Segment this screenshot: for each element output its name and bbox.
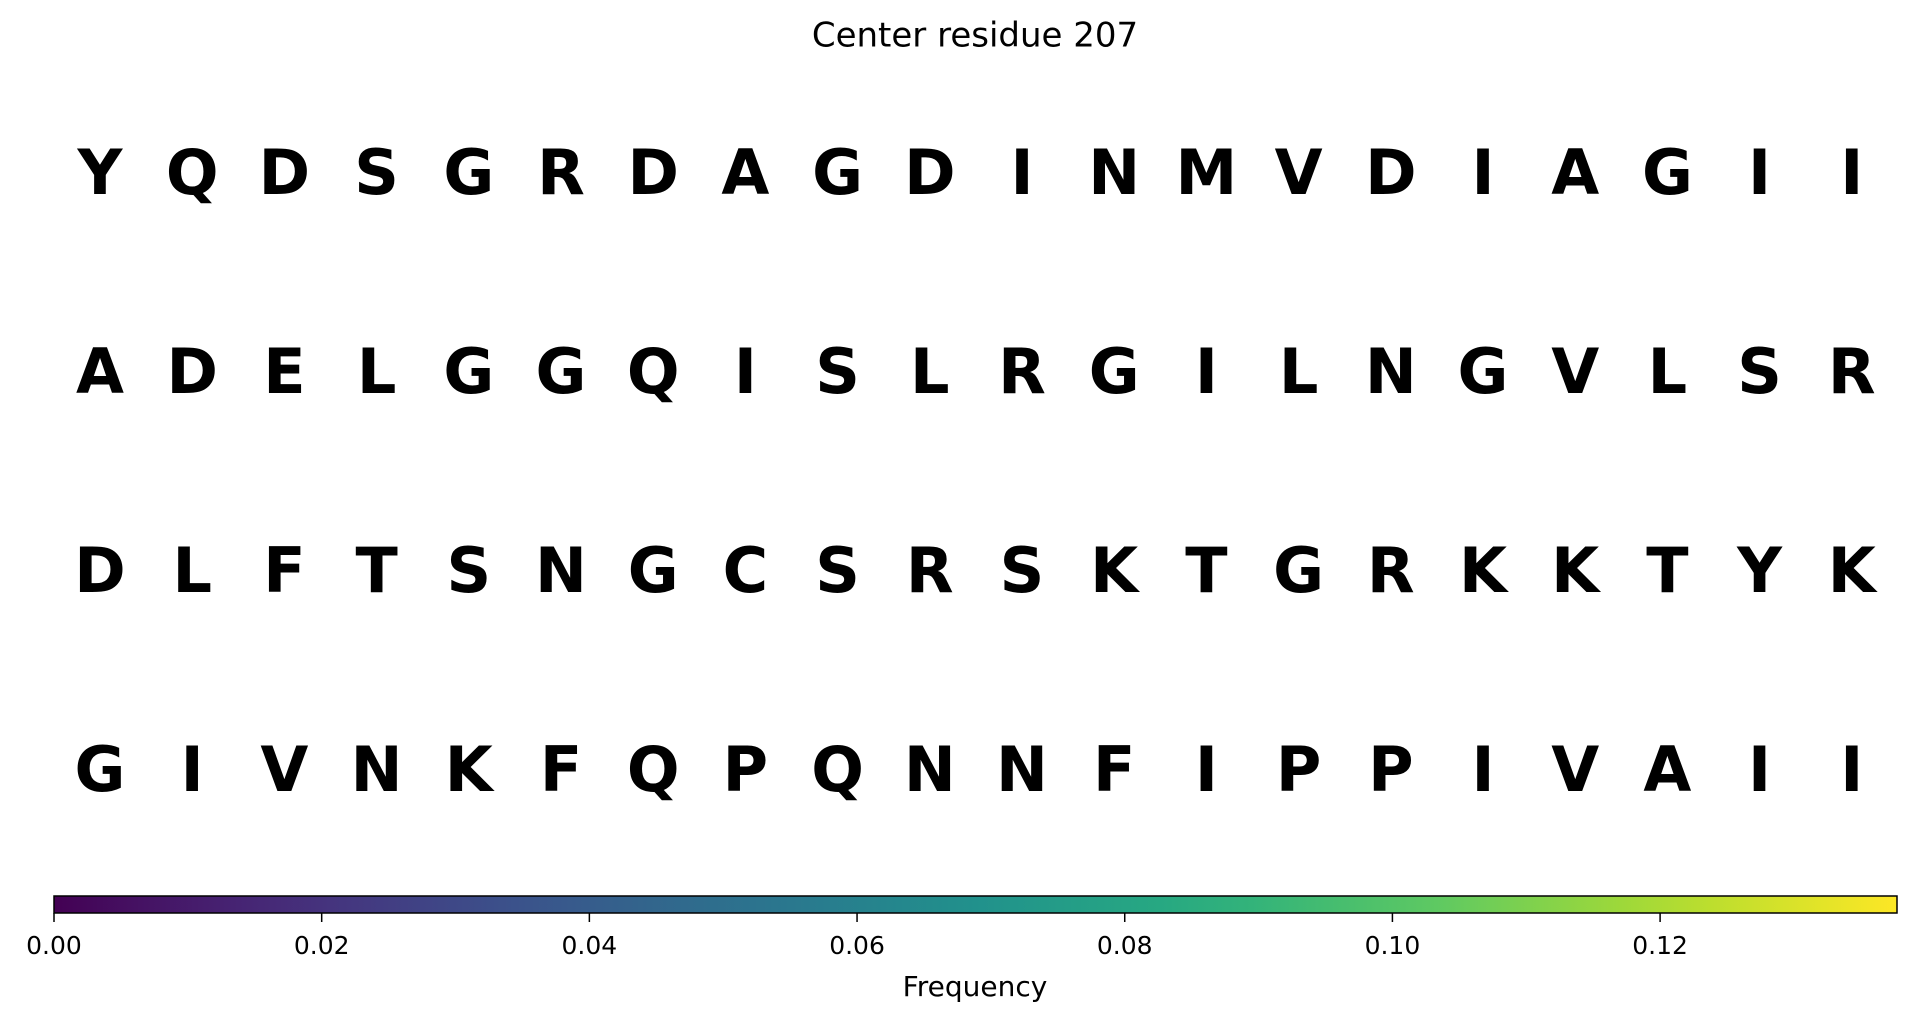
- residue-letter: G: [443, 136, 494, 209]
- residue-letter: R: [906, 534, 954, 607]
- residue-letter: P: [723, 733, 768, 806]
- colorbar-tick-label: 0.02: [294, 931, 350, 960]
- residue-letter: M: [1176, 136, 1238, 209]
- chart-title: Center residue 207: [812, 16, 1138, 56]
- residue-letter: D: [166, 335, 217, 408]
- residue-letter: Q: [811, 733, 864, 806]
- residue-letter: I: [1840, 733, 1863, 806]
- residue-letter: T: [1646, 534, 1688, 607]
- residue-letter: I: [1195, 335, 1218, 408]
- residue-letter: K: [1090, 534, 1140, 607]
- residue-letter: D: [1365, 136, 1416, 209]
- colorbar-tick-label: 0.06: [829, 931, 885, 960]
- residue-letter: S: [1737, 335, 1782, 408]
- residue-letter: V: [1551, 733, 1599, 806]
- residue-letter: L: [910, 335, 950, 408]
- residue-letter: T: [355, 534, 397, 607]
- residue-letter: V: [260, 733, 308, 806]
- residue-letter: N: [351, 733, 403, 806]
- colorbar-tick-label: 0.12: [1632, 931, 1688, 960]
- residue-letter: D: [627, 136, 678, 209]
- residue-letter: G: [75, 733, 126, 806]
- residue-letter: G: [1642, 136, 1693, 209]
- residue-letter: N: [1088, 136, 1140, 209]
- residue-letter: I: [1471, 733, 1494, 806]
- residue-letter: A: [1551, 136, 1599, 209]
- residue-letter: I: [181, 733, 204, 806]
- colorbar: [53, 895, 1898, 914]
- residue-letter: C: [723, 534, 769, 607]
- residue-letter: Q: [627, 335, 680, 408]
- residue-letter: D: [74, 534, 125, 607]
- residue-letter: I: [1748, 733, 1771, 806]
- residue-letter: I: [1010, 136, 1033, 209]
- residue-letter: F: [540, 733, 582, 806]
- residue-letter: D: [259, 136, 310, 209]
- residue-letter: G: [628, 534, 679, 607]
- residue-letter: I: [734, 335, 757, 408]
- residue-letter: L: [357, 335, 397, 408]
- residue-letter: G: [536, 335, 587, 408]
- residue-letter: F: [1093, 733, 1135, 806]
- residue-letter: G: [1458, 335, 1509, 408]
- residue-letter: A: [76, 335, 124, 408]
- residue-letter: T: [1185, 534, 1227, 607]
- residue-letter: N: [904, 733, 956, 806]
- residue-letter: K: [445, 733, 495, 806]
- residue-letter: K: [1551, 534, 1601, 607]
- residue-letter: S: [1000, 534, 1045, 607]
- residue-letter: A: [1643, 733, 1691, 806]
- residue-letter: G: [1273, 534, 1324, 607]
- residue-letter: N: [996, 733, 1048, 806]
- colorbar-tick-label: 0.04: [562, 931, 618, 960]
- colorbar-tick-label: 0.00: [26, 931, 82, 960]
- residue-letter: P: [1368, 733, 1413, 806]
- residue-letter: K: [1828, 534, 1878, 607]
- residue-letter: S: [354, 136, 399, 209]
- residue-letter: R: [1367, 534, 1415, 607]
- residue-letter: P: [1276, 733, 1321, 806]
- residue-letter: A: [721, 136, 769, 209]
- residue-letter: Q: [166, 136, 219, 209]
- residue-letter: L: [172, 534, 212, 607]
- residue-letter: S: [815, 534, 860, 607]
- residue-letter: N: [535, 534, 587, 607]
- residue-letter: V: [1551, 335, 1599, 408]
- residue-letter: I: [1840, 136, 1863, 209]
- residue-letter: R: [537, 136, 585, 209]
- residue-letter: R: [1828, 335, 1876, 408]
- residue-letter: E: [263, 335, 305, 408]
- residue-letter: Y: [77, 136, 124, 209]
- residue-letter: L: [1648, 335, 1688, 408]
- residue-letter: S: [815, 335, 860, 408]
- residue-letter: G: [1089, 335, 1140, 408]
- residue-letter: R: [998, 335, 1046, 408]
- residue-letter: L: [1279, 335, 1319, 408]
- residue-letter: F: [263, 534, 305, 607]
- residue-letter: N: [1365, 335, 1417, 408]
- residue-letter: Q: [627, 733, 680, 806]
- colorbar-tick-label: 0.08: [1097, 931, 1153, 960]
- colorbar-tick-label: 0.10: [1365, 931, 1421, 960]
- residue-letter: I: [1471, 136, 1494, 209]
- residue-letter: Y: [1736, 534, 1783, 607]
- residue-letter: I: [1748, 136, 1771, 209]
- residue-letter: K: [1459, 534, 1509, 607]
- residue-letter: D: [904, 136, 955, 209]
- residue-letter: I: [1195, 733, 1218, 806]
- residue-letter: G: [443, 335, 494, 408]
- residue-letter: G: [812, 136, 863, 209]
- colorbar-label: Frequency: [903, 970, 1048, 1003]
- residue-letter: V: [1275, 136, 1323, 209]
- residue-letter: S: [446, 534, 491, 607]
